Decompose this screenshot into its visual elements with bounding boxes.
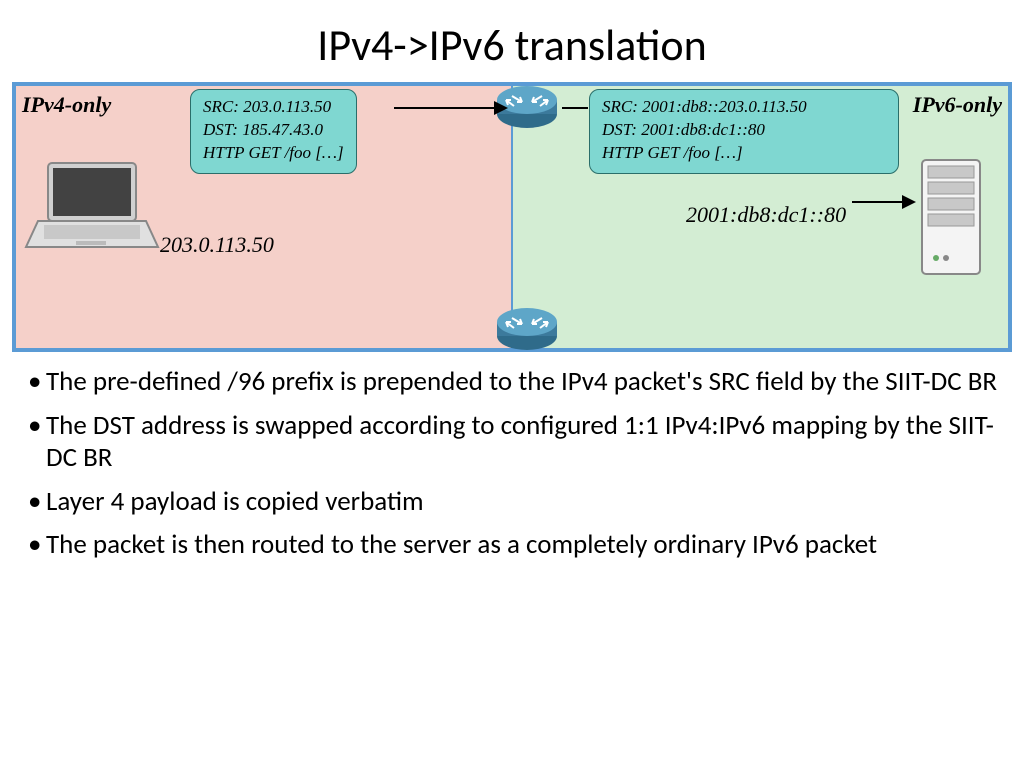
client-ip-label: 203.0.113.50: [160, 232, 274, 258]
packet-dst: DST: 185.47.43.0: [203, 119, 344, 142]
router-bottom-icon: [492, 306, 562, 354]
ipv4-packet: SRC: 203.0.113.50 DST: 185.47.43.0 HTTP …: [190, 89, 357, 174]
ipv4-zone-label: IPv4-only: [22, 92, 111, 118]
server-ip-label: 2001:db8:dc1::80: [686, 202, 846, 228]
bullet-item: The pre-defined /96 prefix is prepended …: [28, 366, 1004, 398]
slide-title: IPv4->IPv6 translation: [0, 0, 1024, 82]
bullet-item: The DST address is swapped according to …: [28, 410, 1004, 474]
ipv6-packet: SRC: 2001:db8::203.0.113.50 DST: 2001:db…: [589, 89, 899, 174]
bullet-item: The packet is then routed to the server …: [28, 529, 1004, 561]
bullet-item: Layer 4 payload is copied verbatim: [28, 486, 1004, 518]
bullet-list: The pre-defined /96 prefix is prepended …: [0, 352, 1024, 561]
packet-dst: DST: 2001:db8:dc1::80: [602, 119, 886, 142]
laptop-icon: [20, 159, 160, 259]
packet-src: SRC: 2001:db8::203.0.113.50: [602, 96, 886, 119]
packet-payload: HTTP GET /foo […]: [602, 142, 886, 165]
server-icon: [912, 154, 992, 284]
diagram-area: IPv4-only IPv6-only SRC: 203.0.113.50 DS…: [12, 82, 1012, 352]
packet-payload: HTTP GET /foo […]: [203, 142, 344, 165]
ipv6-zone-label: IPv6-only: [913, 92, 1002, 118]
packet-src: SRC: 203.0.113.50: [203, 96, 344, 119]
